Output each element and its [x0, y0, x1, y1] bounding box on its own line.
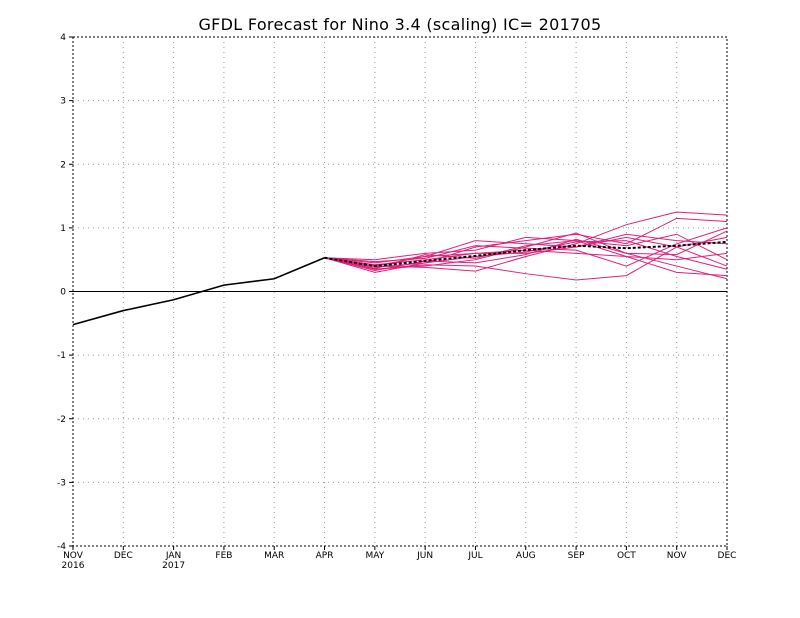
y-tick-label: 1	[60, 224, 66, 234]
x-tick-label: AUG	[516, 551, 536, 561]
x-tick-label: JAN	[165, 551, 181, 561]
ensemble-mean-series	[324, 240, 728, 268]
x-tick-label: MAR	[264, 551, 284, 561]
x-tick-label: MAY	[365, 551, 384, 561]
x-axis-labels: NOV DEC JAN FEB MAR APR MAY JUN JUL AUG SEP OCT NOV D…	[62, 551, 737, 571]
x-tick-label: NOV	[667, 551, 688, 561]
y-tick-label: 0	[60, 288, 66, 298]
y-tick-label: -2	[57, 415, 66, 425]
y-tick-label: -1	[57, 351, 66, 361]
ensemble-member-line	[324, 232, 728, 280]
y-axis-labels: 4 3 2 1 0 -1 -2 -3 -4	[57, 33, 66, 552]
ensemble-member-line	[324, 236, 728, 261]
x-tick-label: SEP	[568, 551, 585, 561]
ensemble-member-line	[324, 227, 728, 267]
ensemble-member-line	[324, 211, 728, 272]
ensemble-members	[324, 211, 728, 281]
x-tick-label: DEC	[718, 551, 737, 561]
x-tick-label: APR	[316, 551, 334, 561]
y-tick-label: 3	[60, 97, 66, 107]
y-tick-label: 4	[60, 33, 66, 43]
x-year-label: 2017	[162, 561, 185, 571]
x-tick-label: JUL	[467, 551, 482, 561]
observed-series	[72, 257, 325, 326]
y-tick-label: 2	[60, 160, 66, 170]
observed-line	[72, 257, 325, 326]
ensemble-member-line	[324, 217, 728, 268]
plot-frame	[72, 36, 728, 547]
x-tick-label: JUN	[416, 551, 433, 561]
x-tick-label: FEB	[215, 551, 232, 561]
x-year-label: 2016	[62, 561, 85, 571]
axis-ticks	[69, 36, 728, 550]
y-tick-label: -3	[57, 478, 66, 488]
x-tick-label: OCT	[617, 551, 636, 561]
ensemble-mean-line	[324, 240, 728, 268]
y-tick-label: -4	[57, 542, 66, 552]
x-tick-label: DEC	[114, 551, 133, 561]
ensemble-member-line	[324, 230, 728, 272]
x-tick-label: NOV	[63, 551, 84, 561]
chart-title: GFDL Forecast for Nino 3.4 (scaling) IC=…	[198, 15, 601, 34]
